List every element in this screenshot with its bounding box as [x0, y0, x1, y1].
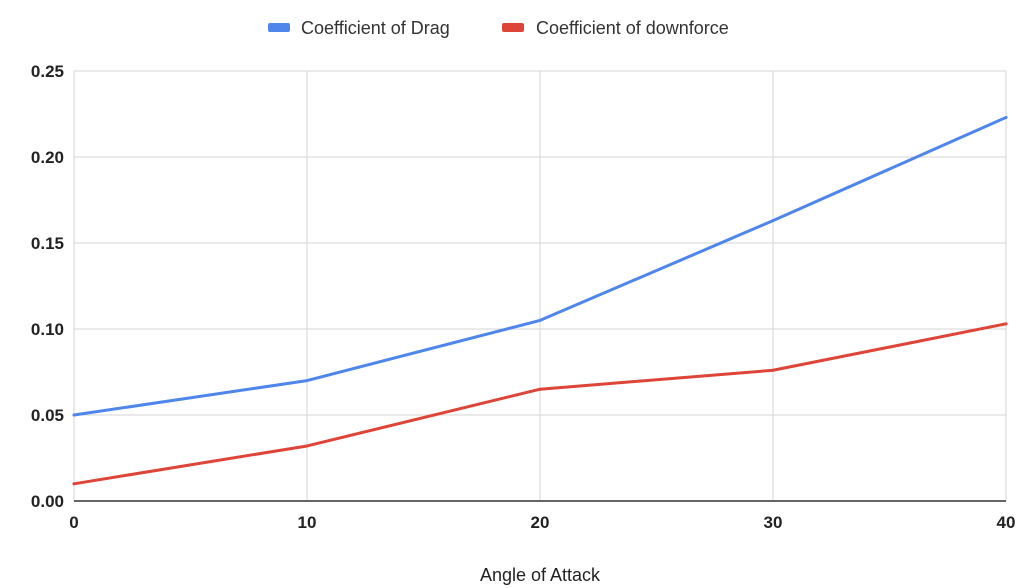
legend: Coefficient of Drag Coefficient of downfo… [268, 18, 729, 38]
data-point [72, 482, 76, 486]
legend-swatch-2 [502, 23, 524, 32]
x-tick-label: 40 [997, 513, 1016, 532]
y-tick-label: 0.10 [31, 320, 64, 339]
data-point [305, 379, 309, 383]
x-tick-label: 10 [298, 513, 317, 532]
legend-swatch-1 [268, 23, 290, 32]
data-point [538, 387, 542, 391]
x-tick-label: 30 [764, 513, 783, 532]
data-point [771, 368, 775, 372]
data-point [771, 219, 775, 223]
y-tick-label: 0.20 [31, 148, 64, 167]
data-point [538, 318, 542, 322]
data-point [72, 413, 76, 417]
legend-label-1: Coefficient of Drag [301, 18, 450, 38]
data-point [305, 444, 309, 448]
y-tick-label: 0.05 [31, 406, 64, 425]
x-tick-label: 0 [69, 513, 78, 532]
y-tick-label: 0.15 [31, 234, 64, 253]
y-tick-label: 0.25 [31, 62, 64, 81]
grid [73, 70, 1007, 502]
axes: 0.00 0.05 0.10 0.15 0.20 0.25 0 10 20 30 40 [31, 62, 1016, 532]
legend-label-2: Coefficient of downforce [536, 18, 729, 38]
data-point [1004, 115, 1008, 119]
x-axis-title: Angle of Attack [480, 565, 601, 585]
series-layer [72, 115, 1008, 486]
x-tick-label: 20 [531, 513, 550, 532]
y-tick-label: 0.00 [31, 492, 64, 511]
data-point [1004, 322, 1008, 326]
